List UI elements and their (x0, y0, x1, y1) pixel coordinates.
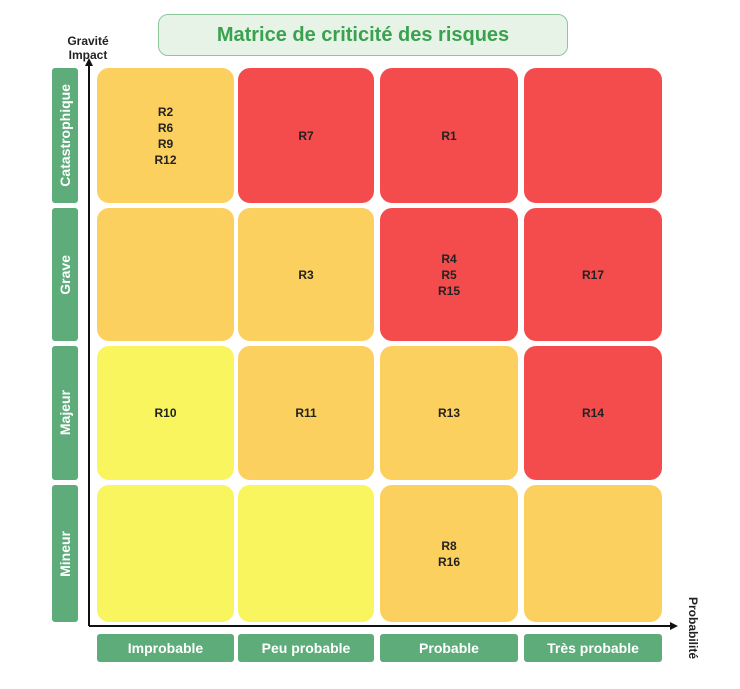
risk-label: R3 (298, 267, 314, 282)
matrix-cell-grave-probable: R4 R5 R15 (380, 208, 518, 341)
column-label-improbable: Improbable (97, 634, 234, 662)
risk-label: R6 (157, 120, 174, 135)
matrix-cell-mineur-tres-probable (524, 485, 662, 622)
risk-label: R9 (157, 136, 174, 151)
row-label-text: Mineur (57, 530, 73, 577)
risk-label: R16 (437, 554, 460, 569)
risk-label: R13 (437, 406, 460, 420)
row-label-mineur: Mineur (52, 485, 78, 622)
risk-label: R17 (581, 267, 604, 282)
row-label-text: Majeur (57, 390, 73, 436)
matrix-cell-majeur-tres-probable: R14 (524, 346, 662, 480)
row-label-text: Grave (57, 254, 73, 295)
row-label-grave: Grave (52, 208, 78, 341)
row-label-majeur: Majeur (52, 346, 78, 480)
risk-label: R7 (298, 128, 314, 143)
column-label-peu-probable: Peu probable (238, 634, 374, 662)
x-axis-label: Probabilité (686, 596, 700, 659)
risk-label: R11 (295, 406, 317, 420)
risk-label: R4 (441, 251, 457, 266)
risk-label: R15 (437, 283, 460, 298)
matrix-cell-catastrophique-peu-probable: R7 (238, 68, 374, 203)
y-axis-label: Gravité Impact (67, 34, 109, 62)
matrix-cell-majeur-improbable: R10 (97, 346, 234, 480)
risk-label: R8 (441, 538, 457, 553)
matrix-title: Matrice de criticité des risques (158, 14, 568, 56)
matrix-cell-catastrophique-improbable: R2 R6 R9 R12 (97, 68, 234, 203)
matrix-cell-grave-tres-probable: R17 (524, 208, 662, 341)
matrix-cell-catastrophique-probable: R1 (380, 68, 518, 203)
column-label-tres-probable: Très probable (524, 634, 662, 662)
matrix-cell-majeur-peu-probable: R11 (238, 346, 374, 480)
risk-label: R5 (441, 267, 457, 282)
risk-label: R1 (441, 128, 457, 143)
column-label-probable: Probable (380, 634, 518, 662)
risk-label: R10 (154, 406, 177, 420)
matrix-cell-mineur-improbable (97, 485, 234, 622)
matrix-cell-grave-peu-probable: R3 (238, 208, 374, 341)
risk-label: R14 (581, 406, 604, 420)
matrix-cell-mineur-peu-probable (238, 485, 374, 622)
row-label-catastrophique: Catastrophique (52, 68, 78, 203)
matrix-cell-catastrophique-tres-probable (524, 68, 662, 203)
matrix-cell-grave-improbable (97, 208, 234, 341)
risk-label: R12 (154, 152, 177, 167)
matrix-cell-mineur-probable: R8 R16 (380, 485, 518, 622)
risk-label: R2 (157, 104, 174, 119)
matrix-cell-majeur-probable: R13 (380, 346, 518, 480)
row-label-text: Catastrophique (57, 84, 73, 187)
